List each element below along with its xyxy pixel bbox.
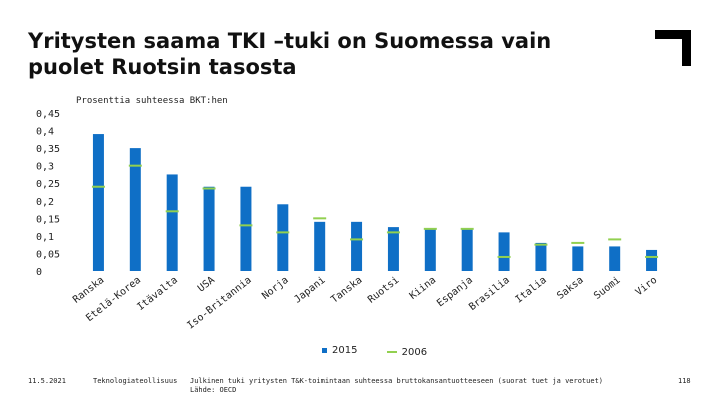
x-tick-label: Iso-Britannia [185, 275, 253, 332]
y-tick-label: 0 [36, 267, 42, 278]
marker-2006 [202, 187, 216, 190]
slide-title: Yritysten saama TKI –tuki on Suomessa va… [28, 29, 552, 79]
bar-2015 [609, 246, 621, 271]
marker-2006 [350, 238, 364, 241]
x-tick-label: Italia [514, 275, 549, 306]
brand-logo [655, 30, 691, 66]
bar-2015 [129, 148, 141, 271]
y-tick-label: 0,15 [36, 214, 60, 225]
bar-2015 [92, 134, 104, 271]
marker-2006 [497, 255, 511, 258]
marker-2006 [128, 164, 142, 167]
bar-2015 [277, 204, 289, 271]
legend-swatch-bar [322, 348, 327, 353]
chart-subtitle: Prosenttia suhteessa BKT:hen [76, 96, 228, 106]
bar-2015 [535, 242, 547, 271]
x-tick-label: USA [196, 275, 217, 295]
y-tick-label: 0,3 [36, 162, 54, 173]
y-tick-label: 0,25 [36, 179, 60, 190]
bar-2015 [314, 221, 326, 271]
marker-2006 [386, 231, 400, 234]
marker-2006 [534, 243, 548, 246]
bar-2015 [461, 228, 473, 271]
legend-label-2006: 2006 [401, 346, 428, 358]
marker-2006 [571, 241, 585, 244]
bar-2015 [572, 246, 584, 271]
y-tick-label: 0,05 [36, 249, 60, 260]
y-tick-label: 0,35 [36, 144, 60, 155]
marker-2006 [313, 217, 327, 220]
marker-2006 [645, 255, 659, 258]
x-tick-label: Norja [260, 275, 290, 302]
x-tick-label: Itävalta [135, 275, 180, 313]
footer-date: 11.5.2021 [28, 377, 66, 385]
y-tick-label: 0,2 [36, 197, 54, 208]
bar-2015 [203, 186, 215, 271]
bar-2015 [166, 174, 178, 271]
bar-2015 [646, 249, 658, 271]
footer-source-reference: Lähde: OECD [190, 386, 237, 394]
x-tick-label: Ruotsi [366, 275, 401, 306]
legend-item-2015: 2015 [322, 345, 357, 356]
y-tick-label: 0,4 [36, 127, 54, 138]
x-tick-label: Saksa [555, 275, 585, 302]
footer-source: Julkinen tuki yritysten T&K-toimintaan s… [190, 377, 603, 395]
footer-organization: Teknologiateollisuus [93, 377, 178, 385]
bar-2015 [387, 227, 399, 271]
x-tick-label: Brasilia [467, 275, 512, 313]
bar-2015 [424, 228, 436, 271]
x-tick-label: Tanska [329, 275, 364, 306]
y-tick-label: 0,1 [36, 232, 54, 243]
legend-item-2006: 2006 [386, 346, 428, 358]
x-tick-label: Viro [634, 275, 660, 299]
chart-legend: 2015 2006 [322, 345, 453, 358]
marker-2006 [91, 185, 105, 188]
x-tick-label: Suomi [592, 275, 622, 302]
marker-2006 [239, 224, 253, 227]
x-tick-label: Ranska [71, 275, 106, 306]
x-tick-label: Japani [292, 275, 327, 306]
y-tick-label: 0,45 [36, 109, 60, 120]
bar-2015 [498, 232, 510, 271]
page-number: 118 [678, 377, 691, 385]
marker-2006 [165, 210, 179, 213]
marker-2006 [460, 227, 474, 230]
legend-swatch-marker [386, 351, 397, 353]
legend-label-2015: 2015 [332, 345, 358, 356]
bar-2015 [240, 186, 252, 271]
x-tick-label: Kiina [408, 275, 438, 302]
bar-2015 [351, 221, 363, 271]
footer-source-description: Julkinen tuki yritysten T&K-toimintaan s… [190, 377, 604, 385]
marker-2006 [608, 238, 622, 241]
marker-2006 [276, 231, 290, 234]
marker-2006 [423, 227, 437, 230]
